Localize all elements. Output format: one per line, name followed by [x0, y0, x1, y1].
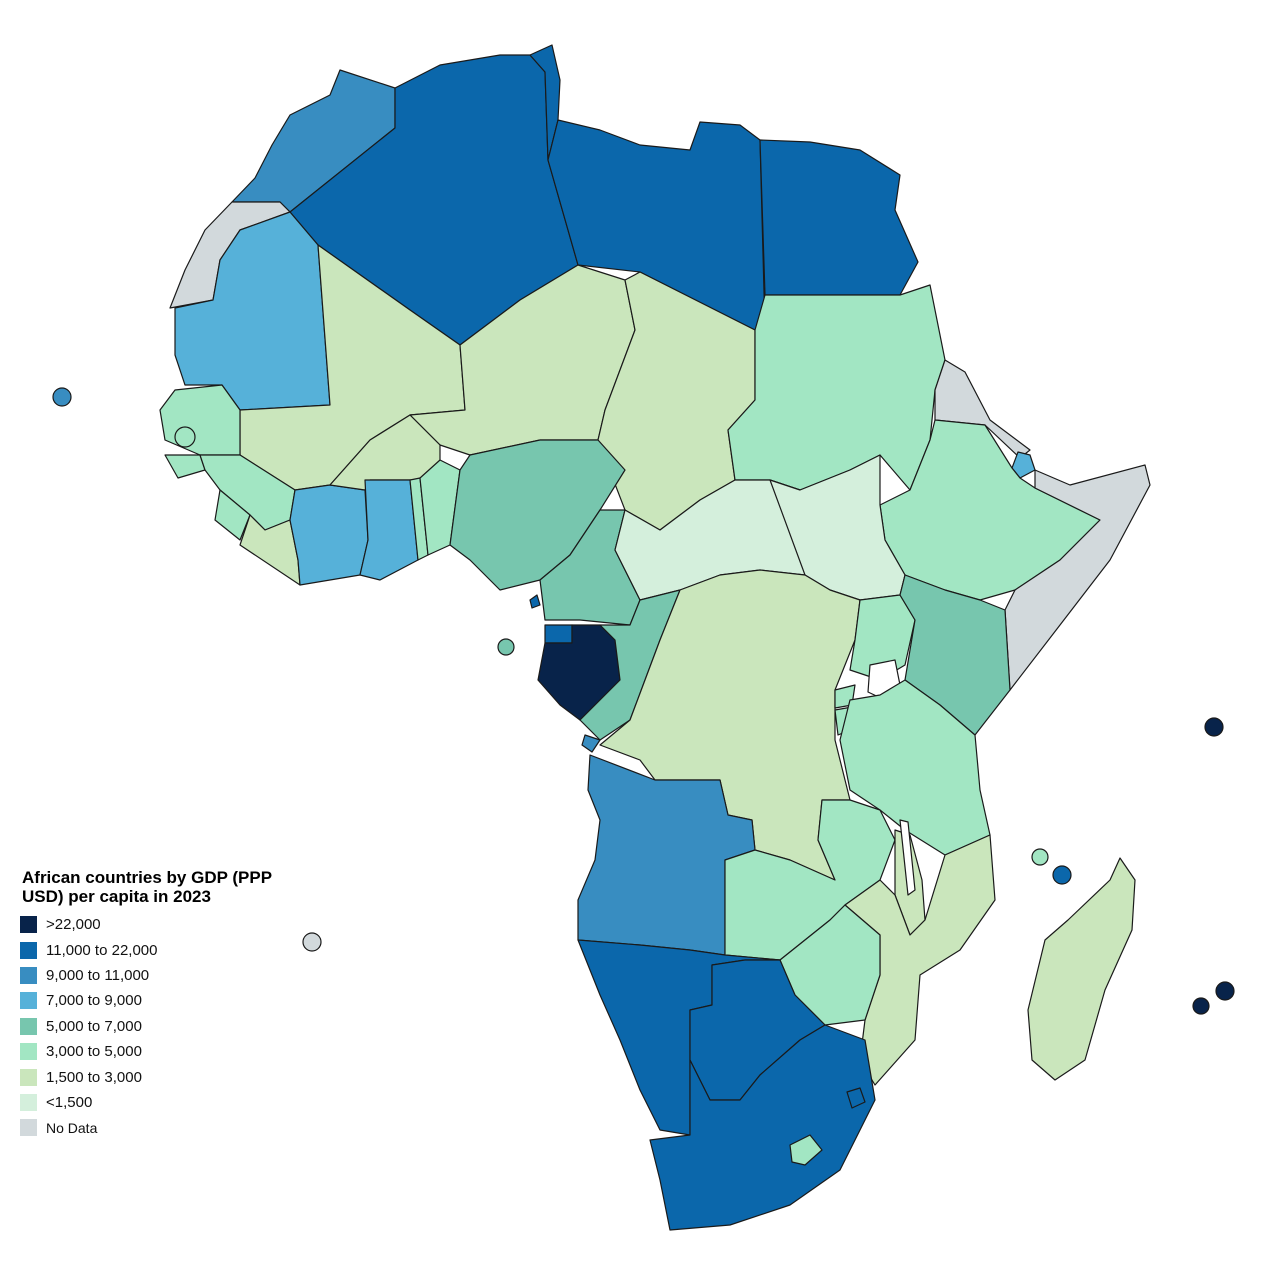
legend-item-3: 7,000 to 9,000 [20, 988, 320, 1013]
region-kenya [899, 574, 1011, 736]
region-cabinda [581, 734, 601, 753]
region-mauritania [174, 211, 331, 411]
legend-label-8: No Data [46, 1119, 98, 1136]
legend-swatch-8 [20, 1119, 37, 1137]
region-mayotte [1052, 865, 1072, 885]
region-egypt [759, 139, 919, 296]
legend-label-3: 7,000 to 9,000 [46, 992, 142, 1010]
region-ethiopia [879, 419, 1101, 601]
legend-swatch-1 [20, 941, 37, 959]
legend-item-0: >22,000 [20, 912, 320, 937]
legend-label-0: >22,000 [46, 916, 101, 934]
region-gambia [174, 426, 196, 448]
legend-swatch-7 [20, 1093, 37, 1111]
legend-item-8: No Data [20, 1115, 320, 1140]
region-guinea-bissau [164, 454, 206, 479]
region-sudan [727, 284, 946, 491]
region-djibouti [1011, 451, 1036, 479]
region-eswatini [846, 1087, 866, 1109]
region-sao-tome [497, 638, 515, 656]
legend-item-4: 5,000 to 7,000 [20, 1014, 320, 1039]
region-cote-divoire [289, 484, 369, 586]
legend-label-1: 11,000 to 22,000 [46, 941, 158, 959]
legend-swatch-2 [20, 966, 37, 984]
legend-label-2: 9,000 to 11,000 [46, 966, 150, 984]
region-ghana [359, 479, 419, 581]
legend-title: African countries by GDP (PPP USD) per c… [22, 868, 272, 906]
region-reunion [1192, 997, 1210, 1015]
region-madagascar [1027, 857, 1136, 1081]
legend-swatch-3 [20, 992, 37, 1010]
legend-label-6: 1,500 to 3,000 [46, 1068, 142, 1086]
lake-malawi [899, 819, 916, 896]
legend-swatch-4 [20, 1017, 37, 1035]
legend-item-1: 11,000 to 22,000 [20, 937, 320, 962]
region-seychelles [1204, 717, 1224, 737]
legend-item-7: <1,500 [20, 1090, 320, 1115]
region-senegal [159, 384, 241, 456]
legend-swatch-0 [20, 916, 37, 934]
region-cape-verde [52, 387, 72, 407]
region-sierra-leone [214, 489, 251, 541]
legend-label-5: 3,000 to 5,000 [46, 1043, 142, 1061]
region-comoros [1031, 848, 1049, 866]
legend-item-5: 3,000 to 5,000 [20, 1039, 320, 1064]
legend-item-2: 9,000 to 11,000 [20, 963, 320, 988]
legend-label-7: <1,500 [46, 1093, 93, 1111]
legend-item-6: 1,500 to 3,000 [20, 1064, 320, 1089]
region-lesotho [789, 1134, 823, 1166]
legend-swatch-6 [20, 1068, 37, 1086]
region-bioko [529, 594, 541, 609]
legend-label-4: 5,000 to 7,000 [46, 1017, 142, 1035]
region-st-helena [302, 932, 322, 952]
region-equatorial-guinea [544, 624, 573, 644]
map-legend: African countries by GDP (PPP USD) per c… [20, 868, 320, 1141]
region-mauritius [1215, 981, 1235, 1001]
region-south-africa [649, 1024, 876, 1231]
legend-swatch-5 [20, 1043, 37, 1061]
